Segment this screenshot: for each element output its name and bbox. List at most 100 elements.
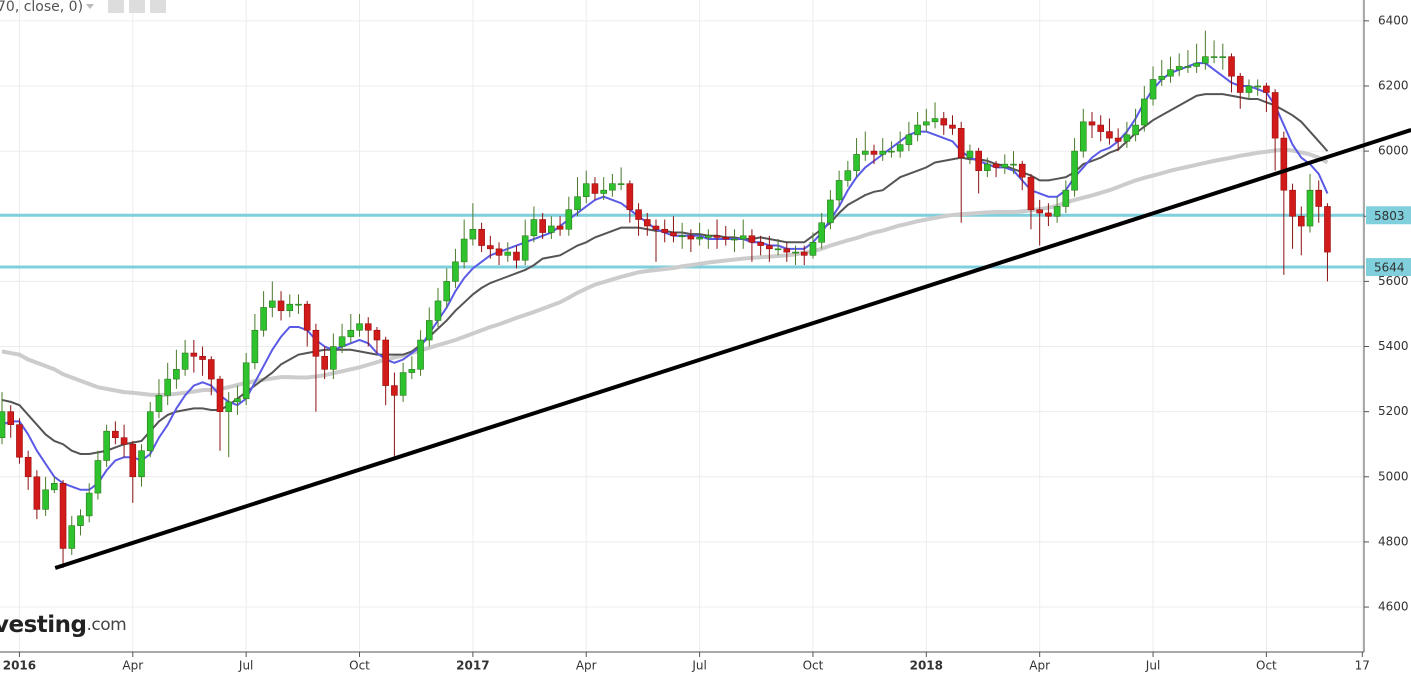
candle-body — [853, 154, 860, 171]
candle-body — [635, 209, 642, 220]
candle-body — [757, 242, 764, 246]
candle-body — [1193, 62, 1200, 67]
candle-body — [364, 323, 372, 331]
candle-body — [0, 411, 6, 439]
dropdown-arrow[interactable] — [86, 4, 94, 9]
candle-body — [800, 251, 808, 256]
candle-body — [914, 124, 921, 136]
candle-body — [521, 235, 529, 261]
candle-body — [1306, 189, 1314, 227]
candle-body — [173, 369, 180, 380]
candle-body — [1018, 163, 1026, 178]
candle-body — [530, 219, 538, 237]
candle-body — [1297, 215, 1305, 227]
candle-body — [242, 362, 250, 399]
candle-body — [1289, 189, 1296, 217]
candle-body — [1167, 69, 1174, 77]
candle-body — [120, 437, 128, 445]
y-tick-label: 6200 — [1378, 78, 1409, 92]
candle-body — [574, 196, 581, 211]
candle-body — [923, 121, 930, 126]
candle-body — [1045, 212, 1052, 217]
candle-body — [844, 170, 852, 181]
y-tick-label: 4600 — [1378, 600, 1409, 614]
candle-body — [766, 245, 773, 250]
x-tick-label: 2016 — [3, 659, 36, 673]
candle-body — [408, 369, 416, 373]
candle-body — [443, 281, 451, 302]
trendline — [54, 128, 1411, 570]
candle-body — [1271, 92, 1279, 139]
candle-body — [216, 378, 224, 412]
watermark: vesting.com — [0, 612, 126, 638]
x-tick-label: Apr — [1029, 659, 1050, 673]
level-label: 5803 — [1374, 209, 1405, 223]
candle-body — [931, 118, 939, 123]
candle-body — [382, 339, 389, 386]
candle-body — [356, 323, 363, 331]
candle-body — [809, 242, 817, 256]
watermark-suffix: .com — [87, 615, 127, 635]
x-tick-label: Oct — [803, 659, 824, 673]
candle-body — [643, 219, 651, 227]
candle-body — [696, 237, 703, 240]
candle-body — [495, 248, 503, 256]
candle-body — [713, 235, 721, 238]
candle-body — [1280, 137, 1288, 191]
candle-body — [1254, 85, 1261, 88]
x-tick-label: 2018 — [910, 659, 943, 673]
candle-body — [1184, 66, 1192, 68]
candle-body — [138, 450, 145, 478]
candle-body — [155, 395, 163, 412]
candle-body — [949, 124, 956, 129]
candle-body — [1062, 189, 1070, 207]
y-tick-label: 5400 — [1378, 339, 1409, 353]
candle-body — [338, 336, 346, 347]
candle-body — [1315, 189, 1323, 207]
candle-body — [225, 401, 233, 412]
x-tick-label: Jul — [691, 659, 706, 673]
candle-body — [609, 183, 616, 191]
candle-body — [548, 225, 555, 233]
x-tick-label: Oct — [349, 659, 370, 673]
level-label-box — [1366, 206, 1411, 225]
candle-body — [269, 300, 276, 308]
candle-body — [434, 300, 442, 321]
candle-body — [661, 228, 669, 233]
candle-body — [373, 329, 381, 341]
x-tick-label: Jul — [238, 659, 253, 673]
y-tick-label: 6400 — [1378, 13, 1409, 27]
candle-body — [103, 430, 110, 461]
candle-body — [591, 183, 599, 194]
y-tick-label: 4800 — [1378, 534, 1409, 548]
candle-body — [556, 225, 564, 230]
icon-visibility[interactable] — [108, 0, 124, 13]
candle-body — [1027, 176, 1035, 211]
candle-body — [1079, 121, 1087, 152]
candle-body — [870, 150, 878, 155]
candle-body — [966, 150, 974, 158]
candle-body — [600, 189, 607, 194]
candle-body — [452, 261, 459, 282]
candle-body — [303, 303, 311, 331]
watermark-main: vesting — [0, 612, 87, 638]
candle-body — [652, 225, 660, 230]
candle-body — [748, 235, 756, 243]
candle-body — [7, 411, 15, 425]
candle-body — [146, 411, 154, 452]
y-tick-label: 6000 — [1378, 144, 1409, 158]
x-tick-label: Jul — [1145, 659, 1160, 673]
icon-close[interactable] — [150, 0, 166, 13]
icon-settings[interactable] — [129, 0, 145, 13]
candle-body — [85, 492, 93, 517]
candle-body — [1053, 206, 1061, 217]
candle-body — [51, 483, 58, 491]
candle-body — [861, 150, 869, 155]
candle-body — [705, 235, 712, 238]
candle-body — [1088, 121, 1096, 126]
candle-body — [460, 238, 468, 263]
candle-body — [1141, 98, 1148, 126]
candle-body — [286, 303, 294, 311]
